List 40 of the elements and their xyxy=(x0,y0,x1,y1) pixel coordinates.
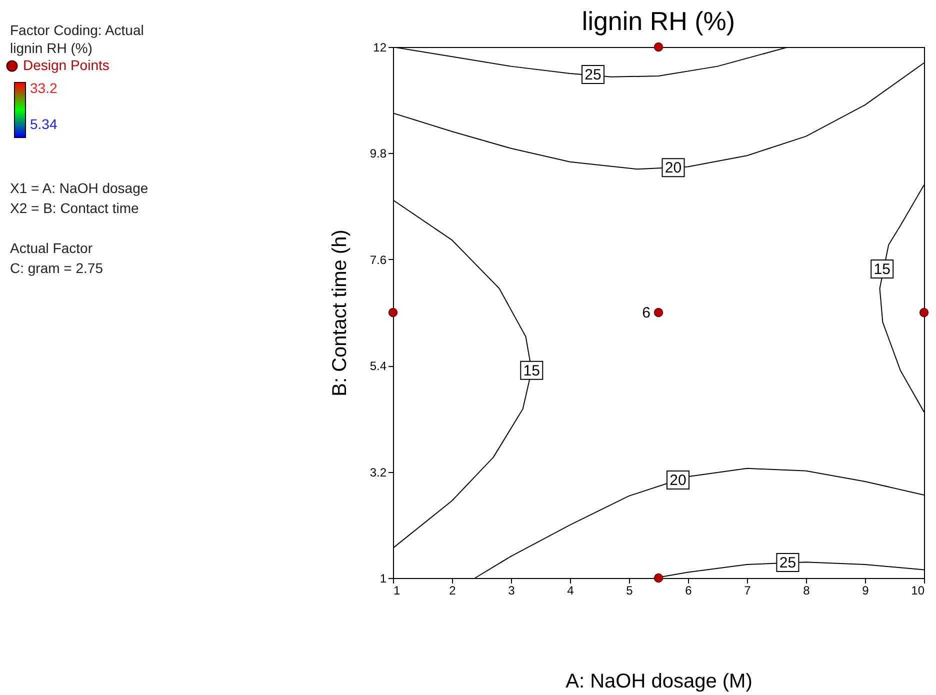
y-axis-title: B: Contact time (h) xyxy=(328,230,351,396)
point xyxy=(919,308,929,318)
y-tick-label: 12 xyxy=(373,40,387,54)
x-tick-label: 3 xyxy=(508,584,516,598)
point xyxy=(388,308,398,318)
y-tick-label: 1 xyxy=(380,572,387,586)
text: lignin RH (%) xyxy=(10,40,92,56)
text: X2 = B: Contact time xyxy=(10,200,139,216)
point xyxy=(654,42,664,52)
x-tick-label: 5 xyxy=(626,584,634,598)
chart-title: lignin RH (%) xyxy=(582,6,736,36)
y-tick-label: 7.6 xyxy=(370,252,387,267)
annotation: 15 xyxy=(523,362,540,380)
x-tick-label: 1 xyxy=(394,584,400,598)
x-tick-label: 4 xyxy=(567,584,574,598)
annotation: 25 xyxy=(584,66,602,84)
x-tick-label: 10 xyxy=(911,584,925,598)
x-tick-label: 9 xyxy=(862,584,870,598)
annotation: 20 xyxy=(670,472,686,490)
text: 5.34 xyxy=(30,116,58,132)
x-tick-label: 6 xyxy=(685,584,692,598)
y-tick-label: 9.8 xyxy=(370,146,387,161)
text: 33.2 xyxy=(30,80,58,96)
point xyxy=(654,573,664,583)
text: Factor Coding: Actual xyxy=(10,22,144,38)
point xyxy=(654,308,664,318)
x-axis-title: A: NaOH dosage (M) xyxy=(566,670,752,692)
text: Actual Factor xyxy=(10,240,92,256)
x-tick-label: 8 xyxy=(803,584,810,598)
annotation: 25 xyxy=(779,554,796,572)
x-tick-label: 7 xyxy=(744,584,752,598)
x-tick-label: 2 xyxy=(449,584,456,598)
text: X1 = A: NaOH dosage xyxy=(10,180,148,196)
y-tick-label: 5.4 xyxy=(370,359,387,374)
legend-label: Design Points xyxy=(23,57,110,73)
annotation: 6 xyxy=(642,304,650,322)
annotation: 15 xyxy=(874,261,890,278)
annotation: 20 xyxy=(664,160,682,177)
y-tick-label: 3.2 xyxy=(370,465,387,480)
text: C: gram = 2.75 xyxy=(10,260,103,276)
